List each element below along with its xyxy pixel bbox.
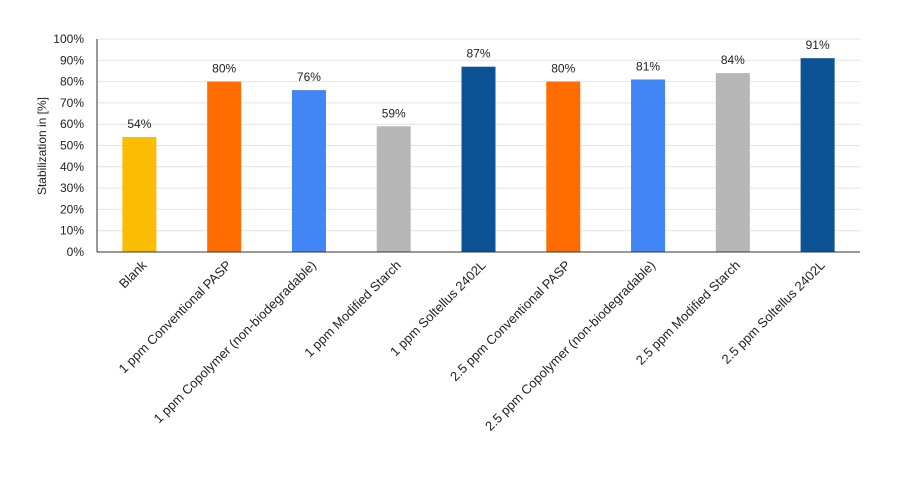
y-tick-label: 30% — [60, 181, 84, 195]
y-tick-label: 70% — [60, 96, 84, 110]
y-tick-label: 10% — [60, 224, 84, 238]
x-tick-label: 2.5 ppm Copolymer (non-biodegradable) — [482, 258, 658, 434]
data-label: 59% — [382, 106, 406, 120]
data-label: 81% — [636, 59, 660, 73]
bar — [715, 73, 750, 252]
y-tick-label: 80% — [60, 75, 84, 89]
x-tick-label: 1 ppm Soltellus 2402L — [387, 258, 489, 360]
y-tick-label: 50% — [60, 139, 84, 153]
bar — [800, 58, 835, 252]
data-label: 80% — [212, 62, 236, 76]
x-tick-label: Blank — [116, 257, 150, 291]
y-tick-label: 40% — [60, 160, 84, 174]
bar — [461, 66, 496, 252]
x-tick-label: 1 ppm Copolymer (non-biodegradable) — [151, 258, 320, 427]
y-axis-label: Stabilization in [%] — [35, 97, 49, 195]
y-tick-label: 100% — [53, 32, 84, 46]
data-label: 91% — [806, 38, 830, 52]
bar — [291, 90, 326, 253]
data-label: 87% — [466, 47, 490, 61]
bar — [546, 81, 581, 252]
bar — [376, 126, 411, 252]
data-label: 54% — [127, 117, 151, 131]
bar — [122, 136, 157, 252]
y-tick-label: 60% — [60, 117, 84, 131]
y-tick-label: 0% — [67, 245, 85, 259]
data-label: 84% — [721, 53, 745, 67]
bar — [631, 79, 666, 252]
x-tick-label: 1 ppm Modified Starch — [301, 258, 404, 361]
y-tick-label: 90% — [60, 53, 84, 67]
bar — [207, 81, 242, 252]
data-label: 80% — [551, 62, 575, 76]
y-tick-label: 20% — [60, 202, 84, 216]
data-label: 76% — [297, 70, 321, 84]
